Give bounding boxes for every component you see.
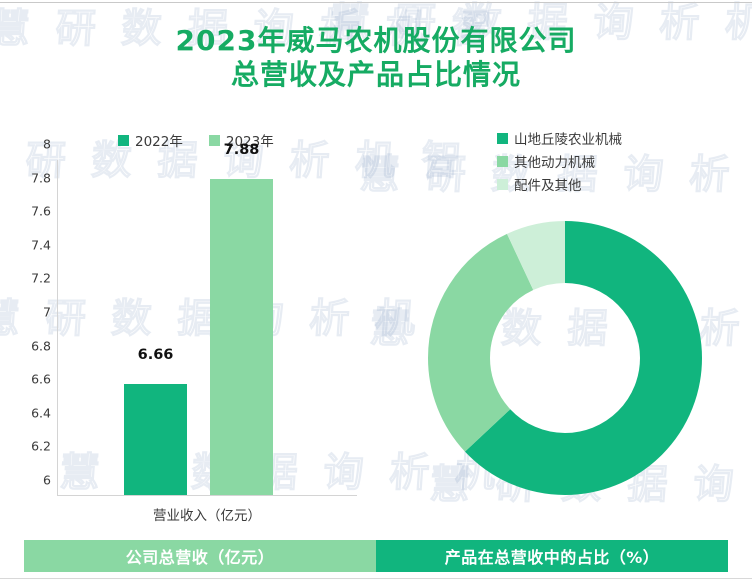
legend-label: 山地丘陵农业机械	[514, 132, 622, 148]
y-axis-tick: 6.6	[31, 371, 51, 387]
page-title: 2023年威马农机股份有限公司 总营收及产品占比情况	[0, 24, 752, 92]
bottom-divider	[0, 578, 752, 579]
title-line-2: 总营收及产品占比情况	[230, 58, 521, 91]
banner-product-share: 产品在总营收中的占比（%）	[376, 540, 728, 572]
bar-value-label-2023: 7.88	[223, 142, 260, 158]
donut-slice-parts-and-others[interactable]	[428, 221, 702, 495]
legend-swatch-icon	[497, 178, 508, 190]
banner-company-revenue: 公司总营收（亿元）	[24, 540, 376, 572]
legend-swatch-icon	[208, 134, 220, 146]
y-axis-tick: 7.4	[31, 237, 51, 253]
legend-item-mountain-machinery: 山地丘陵农业机械	[497, 128, 622, 148]
legend-swatch-icon	[497, 155, 508, 167]
legend-item-2022: 2022年	[118, 130, 183, 150]
legend-label: 配件及其他	[514, 178, 582, 194]
top-divider	[0, 2, 752, 3]
y-axis-tick: 8	[43, 136, 51, 152]
y-axis-tick: 7	[43, 304, 51, 320]
donut-svg	[428, 221, 702, 495]
legend-item-parts-and-others: 配件及其他	[497, 174, 622, 194]
donut-slice-other-power-machinery[interactable]	[428, 221, 702, 495]
donut-chart-graphic	[428, 221, 702, 495]
title-line-1: 2023年威马农机股份有限公司	[175, 24, 577, 57]
bottom-banner-row: 公司总营收（亿元） 产品在总营收中的占比（%）	[24, 540, 728, 572]
y-axis-tick: 6.8	[31, 338, 51, 354]
y-axis-tick: 6.4	[31, 405, 51, 421]
y-axis-tick: 7.6	[31, 203, 51, 219]
y-axis-tick: 7.2	[31, 270, 51, 286]
legend-item-2023: 2023年	[208, 130, 274, 150]
legend-item-other-power-machinery: 其他动力机械	[497, 151, 622, 171]
legend-label: 2022年	[135, 134, 183, 150]
donut-chart-panel: 山地丘陵农业机械 其他动力机械 配件及其他	[390, 118, 752, 528]
bar-2022[interactable]	[124, 384, 187, 495]
legend-label: 其他动力机械	[514, 155, 595, 171]
bar-chart-legend: 2022年 2023年	[118, 130, 274, 150]
legend-swatch-icon	[118, 134, 129, 146]
bar-2023[interactable]	[210, 179, 273, 495]
y-axis-tick: 6	[43, 472, 51, 488]
bar-chart-plot-area: 8 7.8 7.6 7.4 7.2 7 6.8 6.6 6.4 6.2 6 6.…	[31, 137, 357, 496]
legend-swatch-icon	[497, 132, 508, 144]
y-axis-tick: 7.8	[31, 170, 51, 186]
bar-chart-panel: 2022年 2023年 8 7.8 7.6 7.4 7.2 7 6.8 6.6 …	[0, 118, 390, 528]
banner-label: 公司总营收（亿元）	[125, 548, 275, 567]
donut-chart-legend: 山地丘陵农业机械 其他动力机械 配件及其他	[497, 128, 622, 197]
bar-value-label-2022: 6.66	[137, 347, 174, 363]
y-axis-tick: 6.2	[31, 438, 51, 454]
x-axis-label: 营业收入（亿元）	[153, 508, 261, 524]
banner-label: 产品在总营收中的占比（%）	[444, 548, 660, 567]
legend-label: 2023年	[225, 134, 274, 150]
